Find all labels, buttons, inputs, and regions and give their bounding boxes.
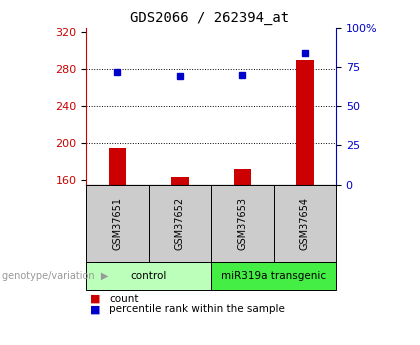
Bar	[234, 169, 251, 185]
Text: GDS2066 / 262394_at: GDS2066 / 262394_at	[131, 11, 289, 25]
Bar	[171, 177, 189, 185]
Text: GSM37651: GSM37651	[112, 197, 122, 250]
Text: GSM37652: GSM37652	[175, 197, 185, 250]
Text: GSM37654: GSM37654	[300, 197, 310, 250]
Text: miR319a transgenic: miR319a transgenic	[221, 272, 326, 281]
Bar	[296, 60, 313, 185]
Text: ■: ■	[90, 294, 101, 304]
Text: percentile rank within the sample: percentile rank within the sample	[109, 305, 285, 314]
Bar	[109, 148, 126, 185]
Text: control: control	[130, 272, 167, 281]
Text: GSM37653: GSM37653	[237, 197, 247, 250]
Text: ■: ■	[90, 305, 101, 314]
Text: genotype/variation  ▶: genotype/variation ▶	[2, 272, 108, 281]
Text: count: count	[109, 294, 139, 304]
